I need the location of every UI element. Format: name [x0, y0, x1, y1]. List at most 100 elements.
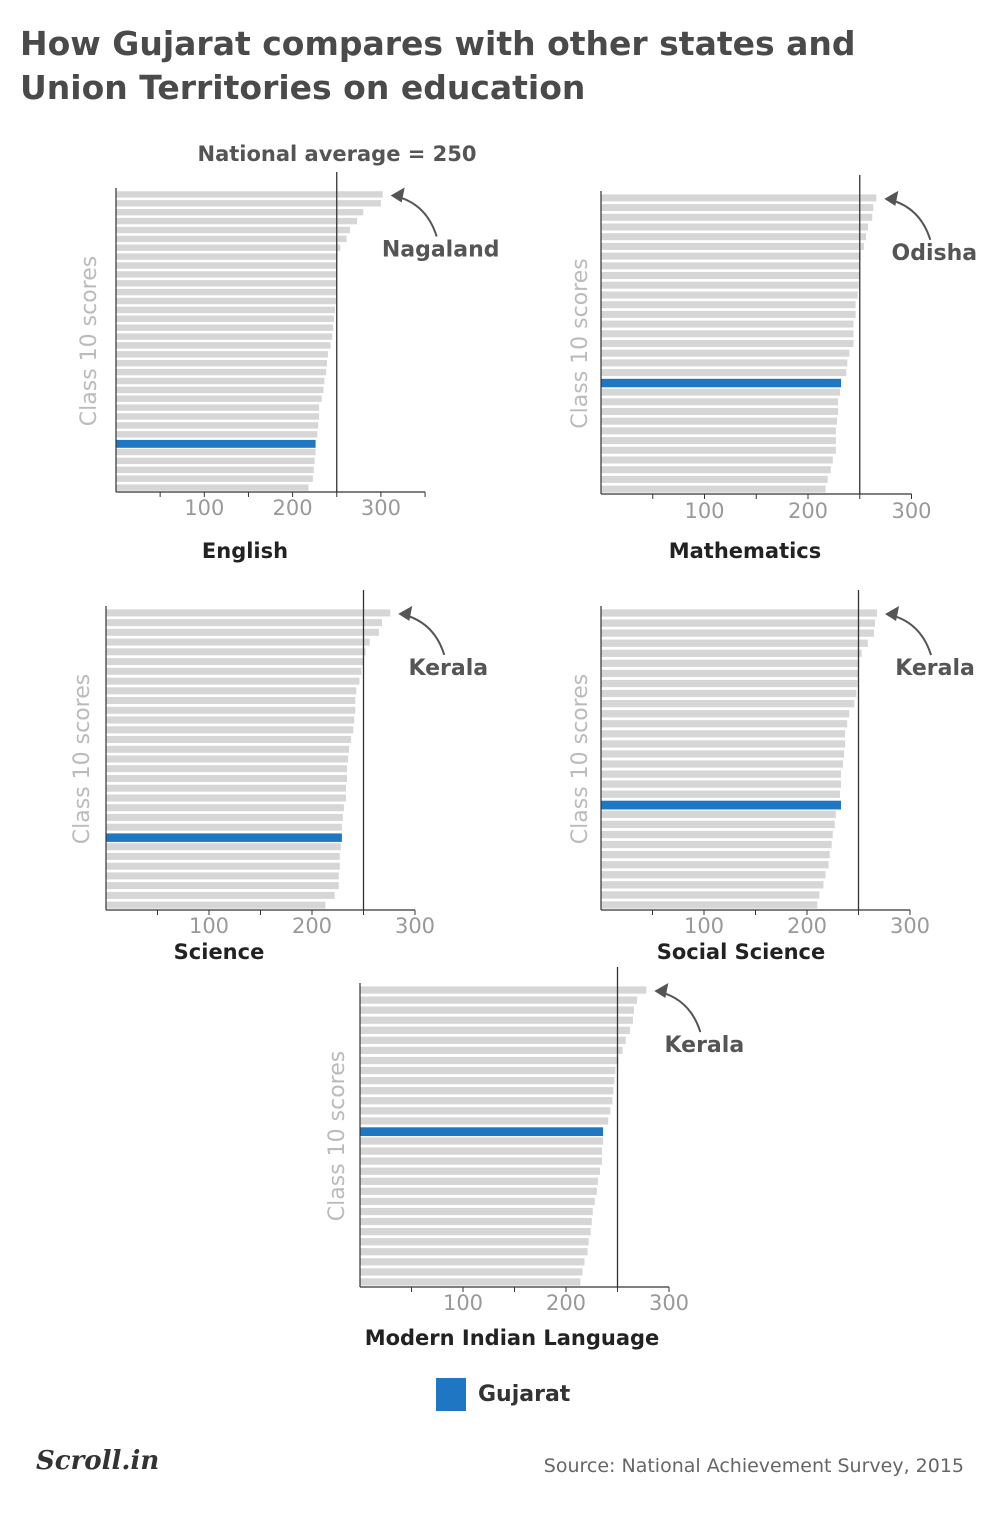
bar	[601, 194, 877, 202]
bar	[601, 359, 848, 367]
bar	[106, 697, 356, 705]
bar	[601, 780, 841, 788]
bar	[601, 417, 837, 425]
bar	[360, 1278, 581, 1286]
bar	[106, 667, 362, 675]
bar	[601, 272, 860, 279]
bar	[116, 324, 334, 331]
bar	[116, 315, 335, 322]
bar	[360, 1066, 616, 1075]
bar	[601, 330, 854, 338]
bar	[601, 223, 868, 231]
bar	[116, 271, 337, 278]
x-tick-label: 200	[273, 496, 313, 520]
bar	[601, 252, 861, 260]
bar	[360, 1026, 630, 1034]
annotation-arrowhead	[390, 187, 405, 203]
annotation-arrow	[890, 198, 932, 241]
bar	[360, 1157, 602, 1165]
bar	[116, 448, 316, 456]
bar	[601, 310, 856, 318]
bar	[601, 740, 846, 748]
bar	[360, 1087, 614, 1095]
x-tick-label: 300	[361, 496, 401, 520]
bar	[106, 804, 344, 812]
bar	[106, 648, 366, 656]
x-tick-label: 100	[184, 496, 224, 520]
bar	[601, 679, 858, 688]
annotation-label: Odisha	[892, 241, 978, 266]
bar	[601, 730, 846, 738]
annotation-label: Kerala	[895, 656, 975, 681]
y-axis-label: Class 10 scores	[568, 258, 593, 428]
bar	[601, 233, 866, 241]
bar	[360, 1217, 592, 1226]
bar	[116, 333, 333, 340]
chart-title: Mathematics	[669, 539, 822, 563]
bar	[601, 851, 830, 859]
bar	[360, 1187, 597, 1195]
bar	[106, 736, 352, 744]
bar-gujarat	[601, 378, 842, 388]
bar	[360, 1258, 585, 1266]
bar	[116, 191, 383, 198]
bar	[106, 706, 356, 714]
bar-gujarat	[106, 833, 342, 842]
x-tick-label: 200	[788, 499, 828, 523]
bar	[601, 340, 854, 347]
x-tick-label: 300	[891, 499, 931, 523]
bar	[116, 253, 338, 260]
bar	[601, 485, 826, 493]
x-tick-label: 200	[292, 914, 332, 938]
chart-title: Social Science	[657, 940, 826, 964]
annotation-label: Kerala	[665, 1033, 745, 1058]
bar	[360, 1268, 583, 1276]
legend-label: Gujarat	[478, 1382, 571, 1407]
x-tick-label: 100	[684, 914, 724, 938]
bar	[106, 794, 346, 802]
bar	[116, 209, 364, 216]
bar	[106, 716, 355, 724]
bar	[360, 1117, 609, 1125]
bar	[106, 852, 340, 860]
bar	[116, 475, 313, 482]
bar	[601, 427, 836, 435]
bar	[601, 649, 862, 657]
y-axis-label: Class 10 scores	[70, 674, 95, 844]
bar	[601, 861, 829, 869]
x-tick-label: 300	[890, 914, 930, 938]
x-tick-label: 100	[443, 1291, 483, 1315]
bar	[601, 456, 833, 464]
bar	[116, 342, 331, 349]
bar	[106, 882, 339, 890]
bar	[106, 677, 360, 685]
y-axis-label: Class 10 scores	[568, 674, 593, 844]
bar	[601, 466, 831, 474]
legend: Gujarat	[436, 1378, 570, 1411]
bar	[601, 810, 836, 818]
bar	[601, 639, 868, 647]
bar	[601, 901, 818, 909]
bar	[360, 1167, 600, 1175]
bar	[116, 297, 336, 305]
bar	[116, 413, 320, 420]
bar	[360, 1248, 588, 1256]
x-tick-label: 200	[787, 914, 827, 938]
x-tick-label: 300	[395, 914, 435, 938]
bar	[360, 1006, 634, 1014]
bar	[601, 213, 873, 221]
chart-title: Science	[174, 940, 265, 964]
annotation-arrow	[890, 614, 932, 656]
annotation-arrowhead	[885, 606, 900, 622]
bar	[601, 750, 845, 758]
bar	[601, 446, 836, 454]
bar	[601, 398, 838, 406]
bar	[601, 820, 835, 829]
annotation-arrow	[396, 195, 438, 237]
bar	[601, 619, 875, 627]
bar	[360, 1238, 589, 1246]
bar	[106, 619, 382, 627]
x-tick-label: 100	[684, 499, 724, 523]
bar	[116, 368, 327, 376]
